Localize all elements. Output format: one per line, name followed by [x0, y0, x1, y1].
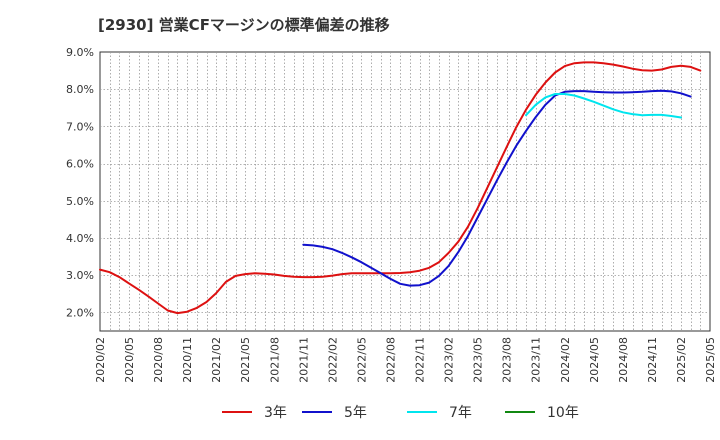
- y-tick-label: 2.0%: [66, 306, 94, 319]
- y-tick-label: 3.0%: [66, 269, 94, 282]
- x-tick-label: 2020/08: [152, 337, 165, 383]
- y-tick-label: 5.0%: [66, 195, 94, 208]
- x-tick-label: 2023/02: [443, 337, 456, 383]
- x-tick-label: 2020/11: [181, 337, 194, 383]
- x-tick-label: 2023/05: [472, 337, 485, 383]
- x-tick-label: 2025/02: [675, 337, 688, 383]
- y-tick-label: 9.0%: [66, 46, 94, 59]
- x-tick-label: 2022/05: [355, 337, 368, 383]
- x-tick-label: 2023/11: [530, 337, 543, 383]
- x-tick-label: 2023/08: [501, 337, 514, 383]
- chart-title: [2930] 営業CFマージンの標準偏差の推移: [98, 16, 390, 34]
- x-tick-label: 2024/08: [617, 337, 630, 383]
- x-tick-label: 2021/02: [210, 337, 223, 383]
- x-axis: 2020/02 2020/05 2020/08 2020/11 2021/02 2021/…: [94, 337, 717, 383]
- x-tick-label: 2022/08: [384, 337, 397, 383]
- y-tick-label: 8.0%: [66, 83, 94, 96]
- legend-label: 5年: [344, 405, 367, 421]
- x-tick-label: 2024/11: [646, 337, 659, 383]
- x-tick-label: 2020/05: [123, 337, 136, 383]
- y-tick-label: 4.0%: [66, 232, 94, 245]
- y-tick-label: 7.0%: [66, 120, 94, 133]
- x-tick-label: 2024/05: [588, 337, 601, 383]
- plot-area: [99, 51, 711, 332]
- legend-item: 7年: [407, 405, 472, 421]
- x-tick-label: 2021/05: [239, 337, 252, 383]
- legend-label: 3年: [264, 405, 287, 421]
- y-tick-label: 6.0%: [66, 158, 94, 171]
- legend: 3年 5年 7年 10年: [222, 405, 579, 421]
- x-tick-label: 2021/08: [268, 337, 281, 383]
- series-lines: [99, 61, 702, 315]
- x-tick-label: 2020/02: [94, 337, 107, 383]
- x-tick-label: 2021/11: [297, 337, 310, 383]
- series-line-3年: [99, 61, 702, 315]
- legend-item: 3年: [222, 405, 287, 421]
- legend-item: 5年: [302, 405, 367, 421]
- x-tick-label: 2022/02: [326, 337, 339, 383]
- grid: [100, 52, 710, 331]
- x-tick-label: 2025/05: [704, 337, 717, 383]
- series-line-5年: [302, 89, 692, 287]
- plot-frame: [99, 51, 711, 332]
- y-axis: 2.0% 3.0% 4.0% 5.0% 6.0% 7.0% 8.0% 9.0%: [66, 46, 94, 319]
- legend-item: 10年: [505, 405, 579, 421]
- x-tick-label: 2022/11: [414, 337, 427, 383]
- x-tick-label: 2024/02: [559, 337, 572, 383]
- legend-label: 10年: [547, 405, 579, 421]
- legend-label: 7年: [449, 405, 472, 421]
- series-line-7年: [525, 93, 682, 119]
